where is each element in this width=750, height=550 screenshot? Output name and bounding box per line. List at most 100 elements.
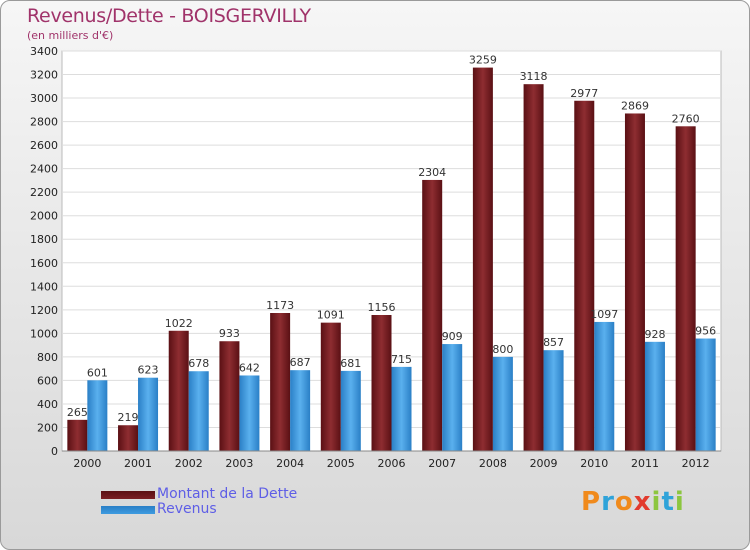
bar-dette	[675, 126, 696, 451]
chart-title: Revenus/Dette - BOISGERVILLY	[27, 5, 311, 27]
bar-dette	[168, 330, 189, 451]
data-label-dette: 265	[67, 406, 88, 419]
bar-revenus	[644, 341, 665, 451]
data-label-dette: 3118	[520, 70, 548, 83]
data-label-revenus: 857	[543, 336, 564, 349]
bar-dette	[624, 113, 645, 452]
y-tick-label: 400	[37, 398, 58, 411]
y-tick-label: 200	[37, 421, 58, 434]
y-tick-label: 1200	[30, 304, 58, 317]
data-label-revenus: 687	[290, 356, 311, 369]
x-tick-label: 2005	[327, 457, 355, 470]
data-label-revenus: 601	[87, 366, 108, 379]
data-label-dette: 1091	[317, 309, 345, 322]
bar-dette	[219, 341, 240, 451]
bar-dette	[118, 425, 139, 451]
legend-swatch-dette	[101, 490, 155, 499]
y-tick-label: 2400	[30, 163, 58, 176]
x-tick-label: 2002	[175, 457, 203, 470]
chart-subtitle: (en milliers d'€)	[27, 29, 114, 42]
x-tick-label: 2003	[225, 457, 253, 470]
logo-letter: x	[633, 487, 652, 517]
y-tick-label: 1400	[30, 280, 58, 293]
bar-dette	[472, 67, 493, 452]
y-tick-label: 1600	[30, 257, 58, 270]
y-tick-label: 1000	[30, 327, 58, 340]
data-label-dette: 1156	[368, 301, 396, 314]
legend-item-dette: Montant de la Dette	[101, 487, 297, 502]
y-tick-label: 2800	[30, 116, 58, 129]
legend-label-revenus: Revenus	[157, 501, 217, 517]
bar-revenus	[340, 370, 361, 451]
x-tick-label: 2007	[428, 457, 456, 470]
bar-revenus	[87, 380, 108, 451]
bar-revenus	[442, 344, 463, 451]
y-tick-label: 3200	[30, 69, 58, 82]
x-tick-label: 2006	[378, 457, 406, 470]
data-label-dette: 2760	[672, 112, 700, 125]
data-label-revenus: 623	[138, 364, 159, 377]
bar-revenus	[391, 366, 412, 451]
proxiti-logo: Proxiti	[581, 487, 685, 517]
data-label-revenus: 715	[391, 353, 412, 366]
data-label-revenus: 642	[239, 361, 260, 374]
bar-revenus	[543, 350, 564, 451]
legend-item-revenus: Revenus	[101, 502, 297, 517]
data-label-revenus: 1097	[590, 308, 618, 321]
data-label-dette: 3259	[469, 54, 497, 67]
logo-letter: i	[674, 487, 685, 517]
data-label-dette: 219	[118, 411, 139, 424]
x-tick-label: 2009	[530, 457, 558, 470]
data-label-dette: 1173	[266, 299, 294, 312]
data-label-dette: 2977	[570, 87, 598, 100]
y-tick-label: 2200	[30, 186, 58, 199]
x-tick-label: 2010	[580, 457, 608, 470]
legend: Montant de la Dette Revenus	[101, 487, 297, 517]
x-tick-label: 2012	[682, 457, 710, 470]
data-label-dette: 2869	[621, 99, 649, 112]
logo-letter: t	[661, 487, 675, 517]
bar-revenus	[239, 375, 260, 451]
bar-dette	[422, 179, 443, 452]
bar-revenus	[188, 371, 209, 451]
y-tick-label: 3000	[30, 92, 58, 105]
x-tick-label: 2004	[276, 457, 304, 470]
bar-revenus	[290, 370, 311, 451]
y-tick-label: 2600	[30, 139, 58, 152]
x-tick-label: 2008	[479, 457, 507, 470]
data-label-dette: 1022	[165, 317, 193, 330]
bar-dette	[270, 313, 291, 451]
bar-dette	[371, 315, 392, 451]
bar-dette	[574, 100, 595, 451]
logo-letter: r	[601, 487, 615, 517]
data-label-revenus: 928	[644, 328, 665, 341]
y-tick-label: 0	[51, 445, 58, 458]
bar-revenus	[138, 377, 159, 451]
data-label-revenus: 681	[340, 357, 361, 370]
y-tick-label: 800	[37, 351, 58, 364]
data-label-revenus: 678	[188, 357, 209, 370]
data-label-revenus: 800	[492, 343, 513, 356]
data-label-dette: 2304	[418, 166, 446, 179]
y-tick-label: 600	[37, 374, 58, 387]
bar-dette	[67, 419, 88, 451]
y-tick-label: 1800	[30, 233, 58, 246]
legend-swatch-revenus	[101, 505, 155, 514]
logo-letter: o	[614, 487, 634, 517]
legend-label-dette: Montant de la Dette	[157, 486, 298, 502]
data-label-revenus: 956	[695, 325, 716, 338]
bar-revenus	[594, 321, 615, 451]
x-tick-label: 2001	[124, 457, 152, 470]
logo-letter: i	[651, 487, 662, 517]
data-label-revenus: 909	[442, 330, 463, 343]
y-tick-label: 3400	[30, 45, 58, 58]
y-tick-label: 2000	[30, 210, 58, 223]
bar-revenus	[492, 356, 513, 451]
data-label-dette: 933	[219, 327, 240, 340]
logo-letter: P	[581, 487, 602, 517]
x-tick-label: 2011	[631, 457, 659, 470]
x-tick-label: 2000	[73, 457, 101, 470]
bar-dette	[320, 322, 341, 451]
